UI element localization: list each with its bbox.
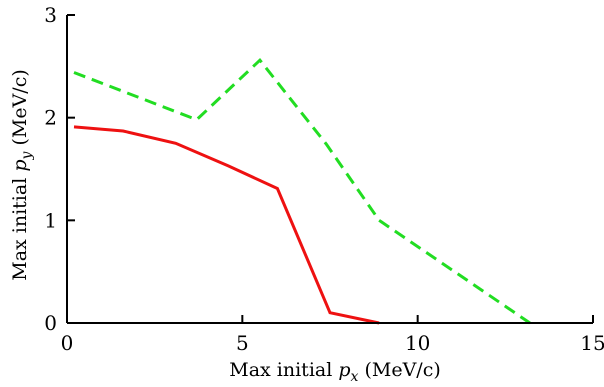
y-axis-label-var: p [9, 159, 31, 171]
y-axis-label: Max initial py (MeV/c) [9, 69, 35, 281]
x-tick-label: 10 [405, 331, 430, 355]
x-tick-label: 15 [580, 331, 604, 355]
x-tick-label: 0 [61, 331, 74, 355]
ticks-layer: 0 5 10 15 0 1 2 3 [44, 3, 604, 355]
series-layer [73, 57, 531, 325]
series-line-2 [73, 57, 531, 325]
x-tick-label: 5 [236, 331, 249, 355]
series-line-1 [73, 125, 380, 325]
y-tick-label: 0 [44, 311, 57, 335]
y-tick-label: 2 [44, 106, 57, 130]
x-axis-label-suffix: (MeV/c) [358, 359, 440, 381]
y-axis-label-prefix: Max initial [9, 172, 31, 281]
x-axis-label-var: p [338, 359, 350, 381]
y-axis-label-sub: y [19, 150, 35, 160]
y-tick-label: 3 [44, 3, 57, 27]
y-tick-label: 1 [44, 208, 57, 232]
y-axis-label-suffix: (MeV/c) [9, 69, 31, 151]
x-axis-label: Max initial px (MeV/c) [229, 359, 441, 385]
x-axis-label-sub: x [351, 369, 359, 385]
x-axis-label-prefix: Max initial [229, 359, 338, 381]
